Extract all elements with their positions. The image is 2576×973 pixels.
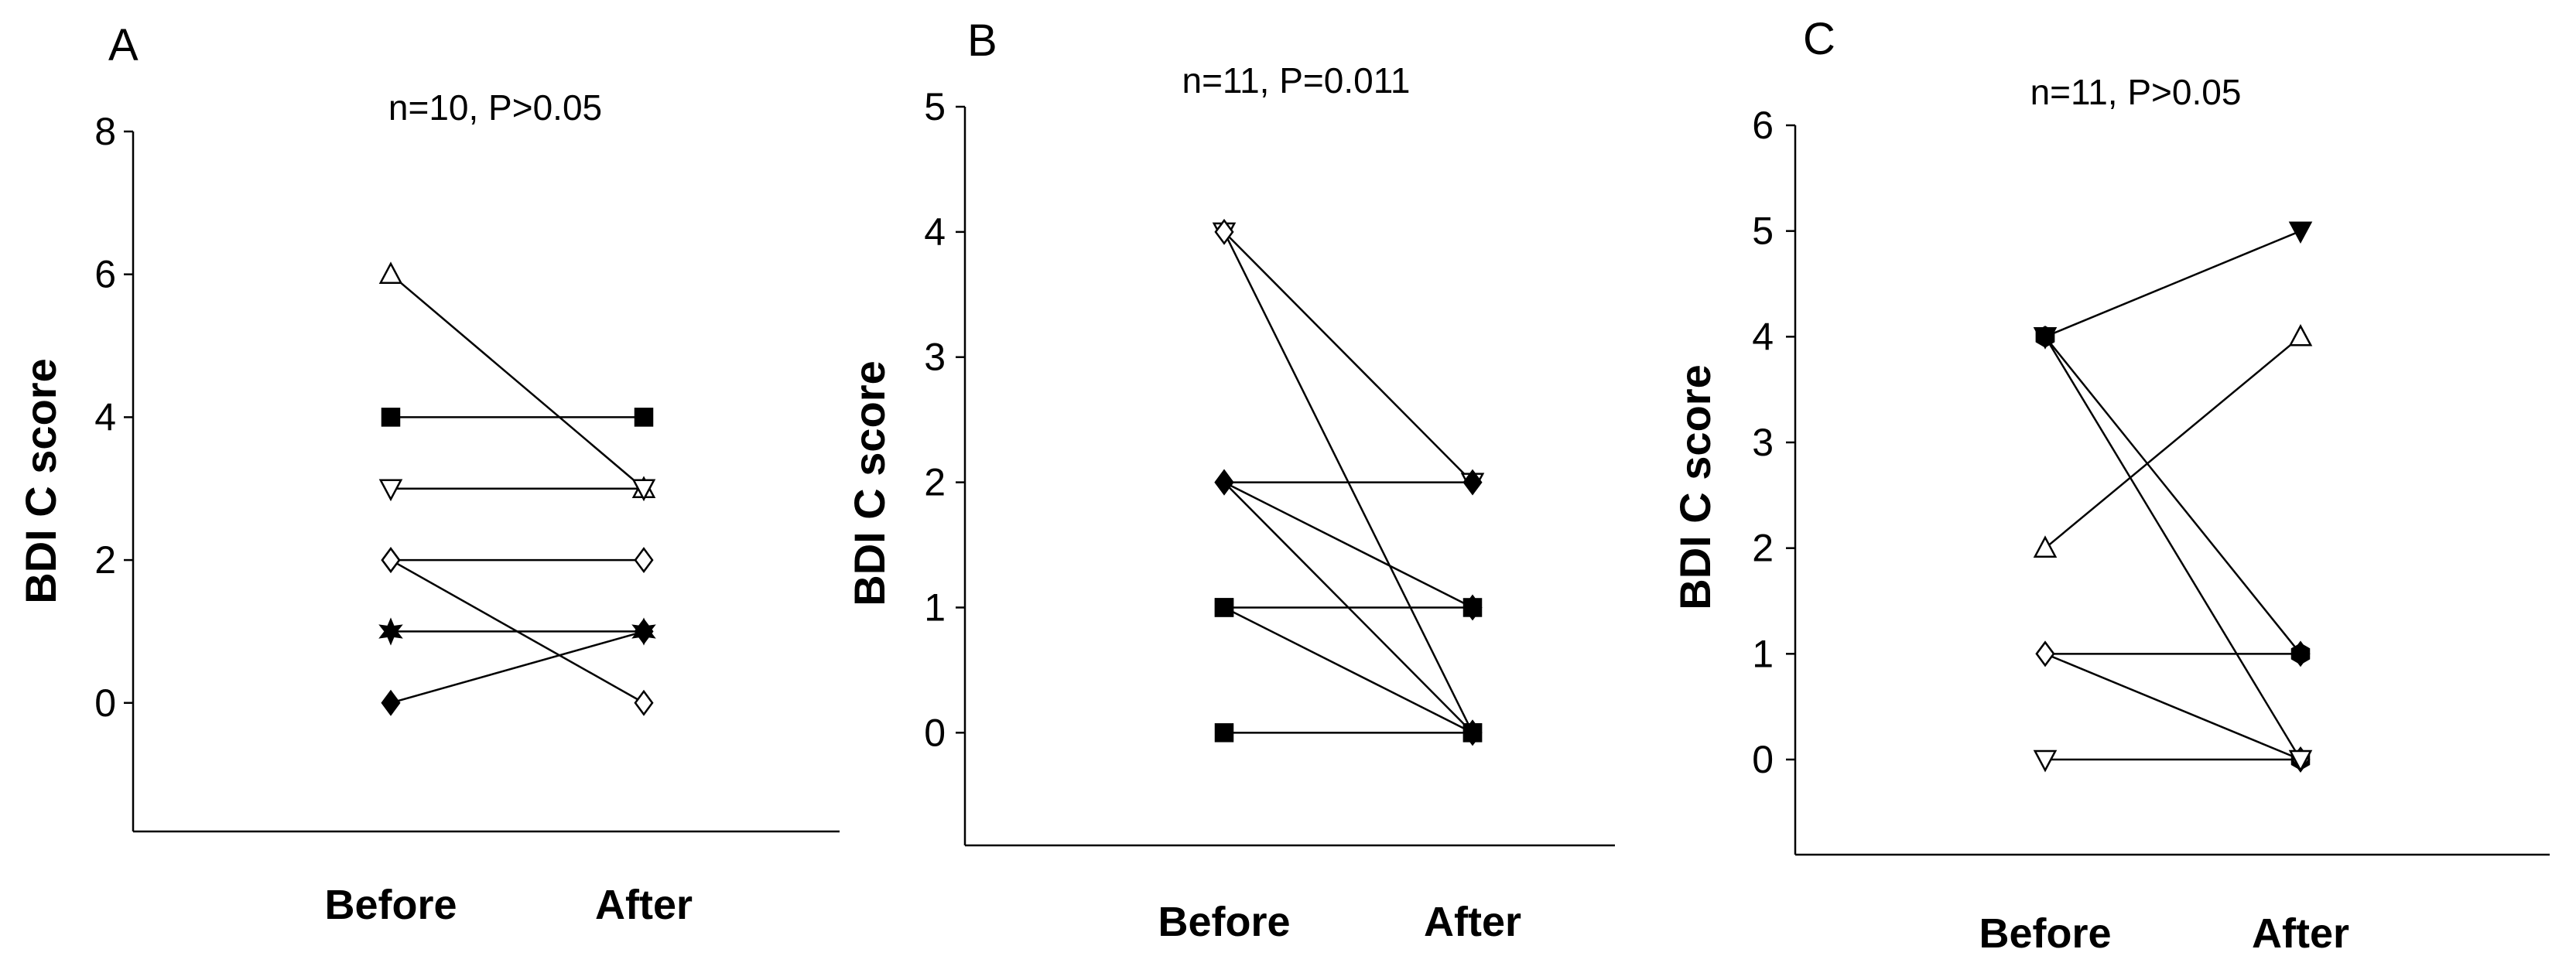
panel-letter: A <box>108 20 139 70</box>
data-point-before <box>1214 469 1234 496</box>
category-label-before: Before <box>1979 910 2111 957</box>
data-point-after <box>2290 640 2311 667</box>
series-line <box>1223 481 1473 609</box>
data-point-after <box>1462 469 1483 496</box>
series-5 <box>2035 640 2311 667</box>
y-axis-title: BDI C score <box>845 360 894 606</box>
data-point-before <box>1214 218 1234 245</box>
series-8 <box>1214 723 1483 743</box>
y-tick-label: 3 <box>924 336 946 379</box>
series-line <box>1223 230 1473 483</box>
y-tick-label: 4 <box>1752 315 1774 358</box>
y-axis-title: BDI C score <box>1671 364 1719 609</box>
data-point-after <box>1462 598 1483 617</box>
series-1 <box>2033 221 2313 350</box>
y-tick-label: 6 <box>1752 104 1774 147</box>
data-point-before <box>2033 749 2058 773</box>
data-point-after <box>634 618 654 645</box>
data-point-after <box>2288 221 2313 244</box>
series-2 <box>381 408 654 427</box>
data-point-before <box>2033 535 2058 558</box>
data-point-before <box>381 408 401 427</box>
y-tick-label: 4 <box>924 210 946 254</box>
data-point-before <box>378 261 403 284</box>
data-point-before <box>1214 598 1234 617</box>
series-1 <box>378 261 656 498</box>
series-line <box>1223 606 1473 734</box>
y-tick-label: 5 <box>1752 210 1774 253</box>
y-tick-label: 2 <box>1752 527 1774 570</box>
panel-b: Bn=11, P=0.011 0 1 2 3 4 5 BDI C score Before Aft… <box>845 15 1615 945</box>
data-point-after <box>634 547 654 573</box>
panel-letter: B <box>967 15 997 66</box>
series-3 <box>1214 469 1483 496</box>
series-7 <box>2033 749 2313 773</box>
y-tick-label: 4 <box>94 395 116 439</box>
series-line <box>2044 336 2301 549</box>
y-axis-title: BDI C score <box>16 358 65 603</box>
data-point-before <box>2035 640 2055 667</box>
series-4 <box>381 547 654 573</box>
series-line <box>2044 336 2302 760</box>
data-point-before <box>378 479 403 502</box>
data-point-after <box>2288 749 2313 773</box>
series-line <box>390 630 645 704</box>
category-label-after: After <box>2252 910 2349 957</box>
series-4 <box>2035 326 2311 771</box>
y-tick-label: 0 <box>94 681 116 725</box>
y-tick-label: 8 <box>94 110 116 153</box>
data-point-after <box>2288 323 2313 347</box>
series-1 <box>1212 222 1485 495</box>
series-line <box>2044 230 2301 338</box>
data-point-after <box>634 689 654 716</box>
stat-title: n=11, P>0.05 <box>2030 72 2242 112</box>
y-tick-label: 6 <box>94 253 116 296</box>
series-7 <box>381 618 654 716</box>
series-2 <box>2033 323 2313 558</box>
series-3 <box>2035 326 2311 665</box>
panel-letter: C <box>1803 14 1835 64</box>
stat-title: n=10, P>0.05 <box>388 87 602 128</box>
series-4 <box>1214 469 1483 621</box>
y-tick-label: 1 <box>1752 632 1774 675</box>
y-tick-label: 1 <box>924 586 946 629</box>
series-6 <box>1214 598 1483 617</box>
series-3 <box>378 479 656 502</box>
series-line <box>390 273 645 490</box>
data-point-after <box>1462 723 1483 743</box>
y-tick-label: 0 <box>924 711 946 754</box>
stat-title: n=11, P=0.011 <box>1182 60 1410 101</box>
panel-a: An=10, P>0.05 0 2 4 6 8 BDI C score Before After <box>16 20 840 928</box>
y-tick-label: 3 <box>1752 421 1774 464</box>
data-point-before <box>1214 723 1234 743</box>
y-tick-label: 2 <box>94 538 116 582</box>
category-label-before: Before <box>324 882 457 928</box>
data-point-before <box>381 547 401 573</box>
y-tick-label: 5 <box>924 85 946 128</box>
data-point-before <box>381 689 401 716</box>
category-label-before: Before <box>1158 899 1290 945</box>
panel-c: Cn=11, P>0.05 0 1 2 3 4 5 6 BDI C score Before Aft… <box>1671 14 2550 957</box>
data-point-before <box>378 617 403 646</box>
category-label-after: After <box>595 882 693 928</box>
series-line <box>2044 336 2301 655</box>
category-label-after: After <box>1424 899 1521 945</box>
series-line <box>2044 653 2301 761</box>
y-tick-label: 0 <box>1752 738 1774 781</box>
data-point-after <box>634 408 654 427</box>
data-point-after <box>631 479 656 502</box>
y-tick-label: 2 <box>924 461 946 504</box>
data-point-before <box>2035 326 2055 348</box>
